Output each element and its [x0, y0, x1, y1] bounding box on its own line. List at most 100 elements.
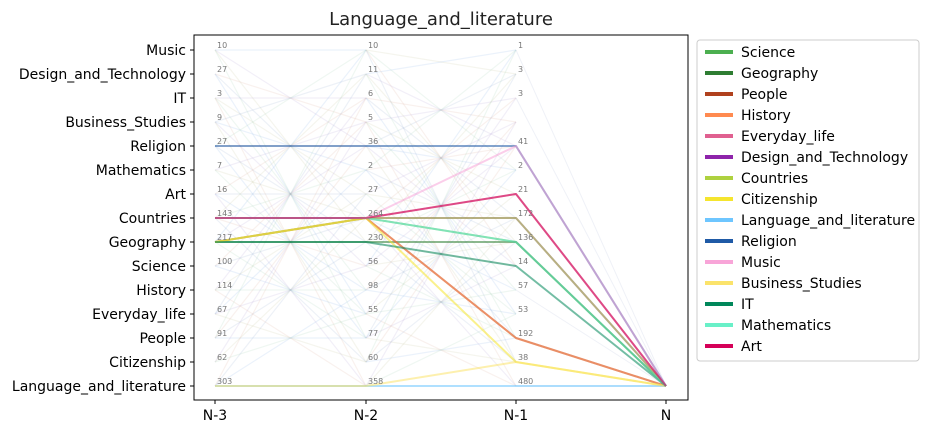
y-tick-label: Countries: [119, 211, 186, 227]
count-label: 27: [217, 137, 227, 146]
background-path-segment: [365, 289, 517, 315]
legend-label-language-and-literature: Language_and_literature: [741, 213, 915, 229]
background-path-segment: [214, 313, 367, 363]
count-label: 41: [518, 137, 528, 146]
y-tick-label: Language_and_literature: [12, 379, 186, 395]
background-path-segment: [214, 193, 367, 387]
x-tick-label: N-1: [504, 408, 528, 424]
count-label: 3: [217, 89, 222, 98]
background-path-segment: [365, 49, 517, 75]
count-label: 38: [518, 353, 528, 362]
background-path-segment: [365, 145, 517, 171]
count-label: 10: [368, 41, 378, 50]
x-tick-label: N: [661, 408, 671, 424]
x-tick-label: N-3: [203, 408, 227, 424]
count-label: 7: [217, 161, 222, 170]
legend-label-everyday-life: Everyday_life: [741, 129, 835, 145]
count-label: 36: [368, 137, 378, 146]
background-path-segment: [365, 73, 517, 243]
count-label: 192: [518, 329, 533, 338]
count-label: 67: [217, 305, 227, 314]
background-path-segment: [365, 337, 517, 363]
count-label: 5: [368, 113, 373, 122]
background-path-segment: [214, 73, 367, 123]
background-path-segment: [365, 97, 517, 123]
series-line-business-studies: [215, 361, 667, 387]
chart-title: Language_and_literature: [329, 9, 553, 30]
background-path-segment: [214, 193, 367, 387]
legend-label-music: Music: [741, 255, 781, 271]
background-path-segment: [214, 97, 367, 291]
legend-label-geography: Geography: [741, 66, 818, 82]
x-tick-label: N-2: [354, 408, 378, 424]
legend-label-it: IT: [741, 297, 754, 313]
count-label: 16: [217, 185, 227, 194]
y-tick-label: Geography: [109, 235, 186, 251]
background-path-segment: [214, 49, 367, 147]
count-label: 57: [518, 281, 528, 290]
count-label: 480: [518, 377, 533, 386]
background-path-segment: [214, 97, 367, 291]
count-label: 56: [368, 257, 378, 266]
background-path-segment: [214, 73, 367, 123]
y-tick-label: Religion: [130, 139, 186, 155]
background-path-segment: [365, 313, 517, 387]
count-label: 1: [518, 41, 523, 50]
background-path-segment: [365, 49, 517, 171]
count-label: 98: [368, 281, 378, 290]
background-path-segment: [365, 265, 517, 339]
background-path-segment: [365, 313, 517, 387]
count-label: 14: [518, 257, 528, 266]
background-path-segment: [365, 97, 517, 219]
count-label: 264: [368, 209, 383, 218]
background-path-segment: [365, 49, 517, 75]
count-label: 6: [368, 89, 373, 98]
count-label: 114: [217, 281, 232, 290]
background-path-segment: [365, 121, 517, 195]
legend-label-religion: Religion: [741, 234, 797, 250]
background-path-segment: [214, 73, 367, 315]
series-paths: [214, 145, 667, 387]
count-label: 172: [518, 209, 533, 218]
series-line-it: [215, 241, 667, 387]
legend-label-business-studies: Business_Studies: [741, 276, 862, 292]
y-tick-label: Design_and_Technology: [19, 67, 186, 83]
background-path-segment: [214, 289, 367, 387]
y-tick-label: Business_Studies: [65, 115, 186, 131]
background-path-segment: [214, 241, 367, 339]
legend-label-countries: Countries: [741, 171, 808, 187]
background-path-segment: [365, 49, 517, 267]
background-path-segment: [365, 49, 517, 171]
background-path-segment: [365, 289, 517, 315]
background-path-segment: [365, 73, 517, 147]
background-path-segment: [214, 145, 367, 243]
count-label: 143: [217, 209, 232, 218]
count-label: 3: [518, 65, 523, 74]
count-label: 303: [217, 377, 232, 386]
background-path-segment: [214, 313, 367, 363]
y-tick-label: Art: [165, 187, 186, 203]
legend: Science Geography People History Everyday_li…: [696, 39, 920, 362]
background-path-segment: [365, 145, 517, 171]
count-label: 11: [368, 65, 378, 74]
legend-label-citizenship: Citizenship: [741, 192, 818, 208]
background-path-segment: [214, 265, 367, 315]
count-label: 27: [217, 65, 227, 74]
y-tick-label: Citizenship: [109, 355, 186, 371]
background-path-segment: [515, 289, 667, 387]
legend-label-art: Art: [741, 339, 762, 355]
count-label: 77: [368, 329, 378, 338]
background-path-segment: [214, 265, 367, 315]
legend-label-mathematics: Mathematics: [741, 318, 831, 334]
background-path-segment: [214, 169, 367, 219]
background-path-segment: [214, 73, 367, 315]
count-label: 2: [518, 161, 523, 170]
y-tick-label: Music: [146, 43, 186, 59]
legend-label-history: History: [741, 108, 791, 124]
count-label: 62: [217, 353, 227, 362]
y-tick-label: People: [139, 331, 186, 347]
count-label: 136: [518, 233, 533, 242]
background-path-segment: [365, 97, 517, 123]
